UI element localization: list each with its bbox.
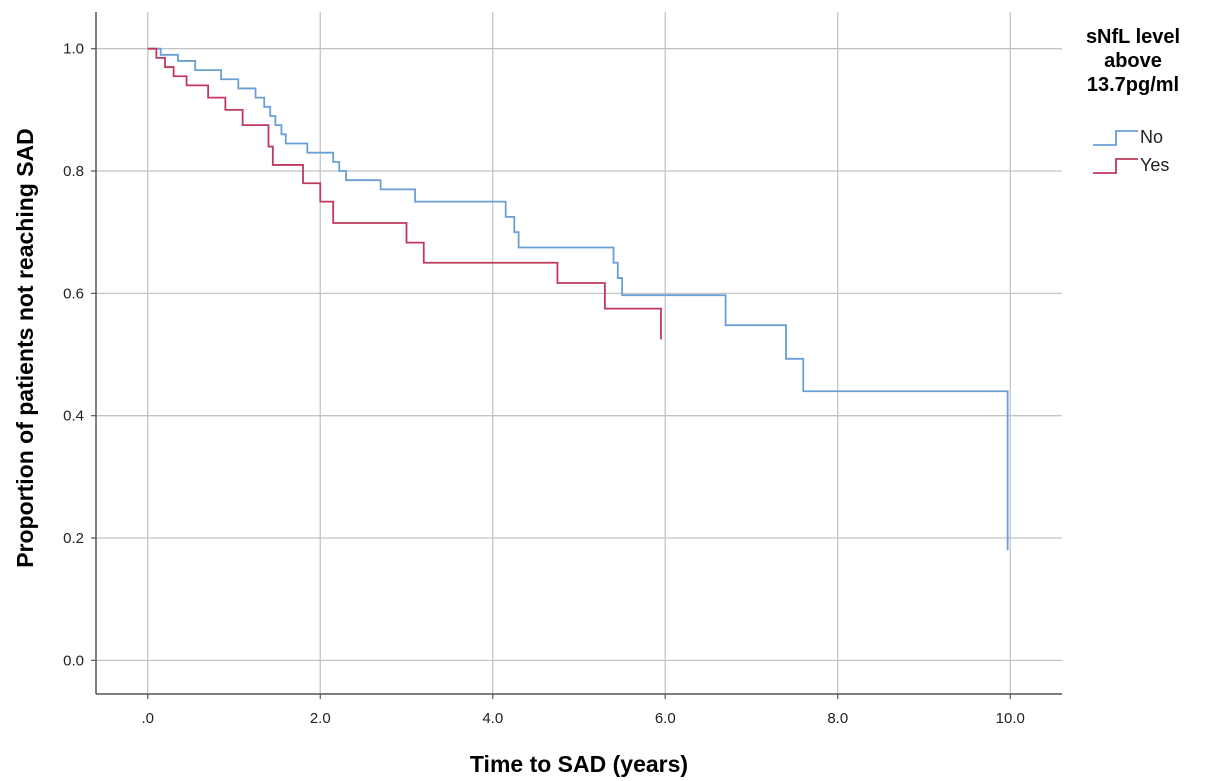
y-tick-label: 1.0 bbox=[63, 41, 84, 58]
legend-label-no: No bbox=[1140, 127, 1163, 147]
series-line-yes bbox=[147, 47, 662, 340]
x-tick-label: 8.0 bbox=[827, 710, 848, 727]
y-tick-label: 0.2 bbox=[63, 530, 84, 547]
ticks-layer: .0 2.0 4.0 6.0 8.0 10.0 0.0 0.2 0.4 0.6 0.8 1.0 bbox=[63, 41, 1025, 727]
x-tick-label: 10.0 bbox=[996, 710, 1025, 727]
grid-layer bbox=[96, 12, 1062, 694]
series-layer bbox=[147, 47, 1009, 551]
legend-swatch-yes bbox=[1093, 158, 1138, 174]
x-tick-label: 2.0 bbox=[310, 710, 331, 727]
legend-title: above bbox=[1104, 50, 1162, 72]
legend-label-yes: Yes bbox=[1140, 155, 1169, 175]
y-tick-label: 0.4 bbox=[63, 408, 84, 425]
legend-title: sNfL level bbox=[1086, 26, 1180, 48]
y-tick-label: 0.6 bbox=[63, 285, 84, 302]
y-axis-title: Proportion of patients not reaching SAD bbox=[12, 128, 38, 568]
y-tick-label: 0.8 bbox=[63, 163, 84, 180]
axes-layer bbox=[95, 12, 1062, 695]
x-axis-title: Time to SAD (years) bbox=[470, 751, 688, 777]
y-tick-label: 0.0 bbox=[63, 652, 84, 669]
legend-swatch-no bbox=[1093, 130, 1138, 146]
x-tick-label: 6.0 bbox=[655, 710, 676, 727]
series-line-no bbox=[147, 47, 1009, 551]
x-tick-label: 4.0 bbox=[482, 710, 503, 727]
x-tick-label: .0 bbox=[141, 710, 154, 727]
legend-title: 13.7pg/ml bbox=[1087, 74, 1179, 96]
